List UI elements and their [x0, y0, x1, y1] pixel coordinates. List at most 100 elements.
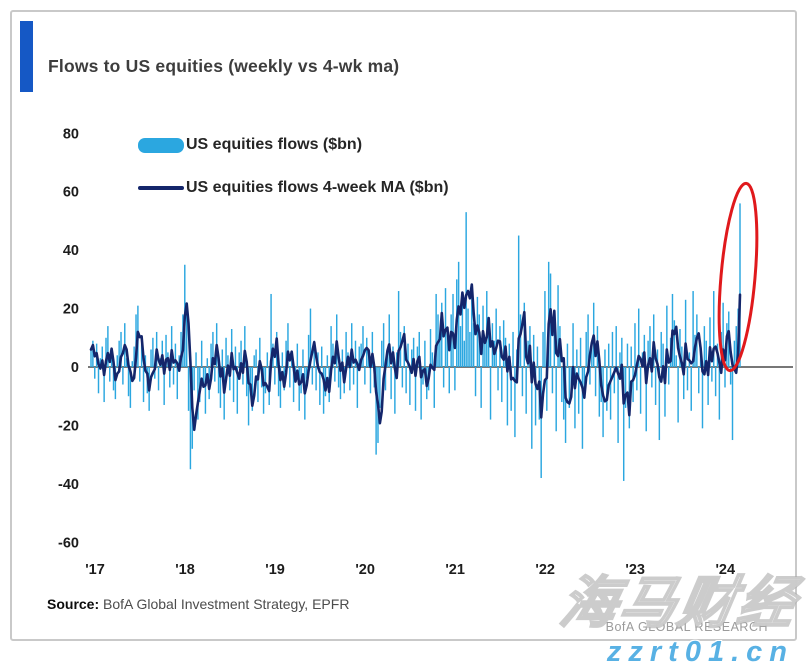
weekly-flow-bar [686, 367, 689, 391]
y-axis-label: 0 [71, 360, 79, 376]
weekly-flow-bar [152, 337, 154, 367]
weekly-flow-bar [581, 367, 584, 449]
weekly-flow-bar [236, 367, 239, 414]
weekly-flow-bar [326, 355, 329, 367]
weekly-flow-bar [692, 291, 694, 367]
weekly-flow-bar [598, 367, 601, 417]
weekly-flow-bar [534, 367, 537, 426]
weekly-flow-bar [259, 337, 261, 367]
weekly-flow-bar [401, 367, 404, 388]
weekly-flow-bar [658, 367, 661, 441]
weekly-flow-bar [735, 326, 737, 367]
weekly-flow-bar [103, 367, 105, 403]
weekly-flow-bar [214, 367, 216, 382]
weekly-flow-bar [232, 367, 235, 403]
weekly-flow-bar [371, 331, 374, 367]
weekly-flow-bar [474, 367, 477, 397]
weekly-flow-bar [544, 291, 546, 367]
weekly-flow-bar [358, 346, 360, 367]
weekly-flow-bar [435, 293, 437, 367]
weekly-flow-bar [632, 367, 634, 403]
weekly-flow-bar [281, 352, 284, 367]
weekly-flow-bar [553, 314, 556, 367]
weekly-flow-bar [585, 331, 587, 367]
weekly-flow-bar [172, 367, 175, 385]
weekly-flow-bar [195, 352, 197, 367]
weekly-flow-bar [465, 212, 467, 367]
weekly-flow-bar [193, 367, 195, 391]
weekly-flow-bar [227, 355, 229, 367]
weekly-flow-bar [664, 367, 666, 417]
weekly-flow-bar [202, 367, 205, 385]
weekly-flow-bar [381, 340, 383, 367]
x-axis-label: '18 [175, 562, 195, 578]
weekly-flow-bar [701, 367, 704, 429]
weekly-flow-bar [255, 349, 257, 367]
weekly-flow-bar [562, 367, 565, 420]
legend-bar-swatch [138, 137, 184, 153]
weekly-flow-bar [140, 343, 143, 367]
weekly-flow-bar [309, 308, 312, 367]
weekly-flow-bar [157, 367, 160, 391]
weekly-flow-bar [454, 367, 456, 391]
weekly-flow-bar [366, 337, 368, 367]
weekly-flow-bar [690, 367, 692, 411]
weekly-flow-bar [583, 367, 586, 391]
weekly-flow-bar [337, 367, 340, 388]
weekly-flow-bar [645, 367, 647, 432]
weekly-flow-bar [487, 331, 490, 367]
weekly-flow-bar [448, 367, 450, 394]
weekly-flow-bar [649, 326, 651, 367]
weekly-flow-bar [197, 367, 199, 420]
weekly-flow-bar [349, 367, 351, 391]
weekly-flow-bar [731, 367, 734, 441]
weekly-flow-bar [713, 291, 715, 367]
weekly-flow-bar [388, 314, 390, 367]
weekly-flow-bar [617, 367, 619, 443]
weekly-flow-bar [439, 340, 441, 367]
weekly-flow-bar [718, 367, 721, 420]
weekly-flow-bar [604, 349, 606, 367]
weekly-flow-bar [705, 340, 707, 367]
y-axis-label: 60 [63, 185, 79, 201]
weekly-flow-bar [446, 331, 449, 367]
weekly-flow-bar [647, 340, 649, 367]
legend-item-ma-flows: US equities flows 4-week MA ($bn) [138, 175, 449, 201]
weekly-flow-bar [502, 320, 505, 367]
weekly-flow-bar [579, 337, 582, 367]
weekly-flow-bar [230, 329, 233, 367]
weekly-flow-bar [170, 326, 173, 367]
weekly-flow-bar [165, 334, 167, 367]
chart-title: Flows to US equities (weekly vs 4-wk ma) [48, 56, 400, 76]
weekly-flow-bar [384, 367, 387, 391]
weekly-flow-bar [532, 334, 535, 367]
weekly-flow-bar [407, 343, 409, 367]
weekly-flow-bar [564, 367, 567, 443]
weekly-flow-bar [217, 367, 220, 394]
weekly-flow-bar [212, 331, 214, 367]
weekly-flow-bar [120, 331, 122, 367]
weekly-flow-bar [296, 343, 299, 367]
weekly-flow-bar [634, 323, 636, 367]
weekly-flow-bar [677, 367, 679, 423]
weekly-flow-bar [555, 367, 557, 432]
weekly-flow-bar [144, 355, 147, 367]
weekly-flow-bar [225, 337, 227, 367]
weekly-flow-bar [107, 326, 109, 367]
legend-item-weekly-flows: US equities flows ($bn) [138, 132, 449, 158]
weekly-flow-bar [163, 367, 165, 405]
weekly-flow-bar [611, 331, 614, 367]
weekly-flow-bar [176, 367, 179, 400]
weekly-flow-bar [514, 367, 516, 438]
legend-line-swatch [138, 186, 184, 190]
weekly-flow-bar [561, 367, 563, 403]
weekly-flow-bar [609, 367, 612, 420]
x-axis-label: '21 [445, 562, 465, 578]
weekly-flow-bar [97, 367, 100, 394]
weekly-flow-bar [495, 308, 497, 367]
x-axis-label: '24 [715, 562, 735, 578]
weekly-flow-bar [624, 367, 627, 408]
weekly-flow-bar [114, 367, 117, 400]
weekly-flow-bar [557, 285, 559, 367]
